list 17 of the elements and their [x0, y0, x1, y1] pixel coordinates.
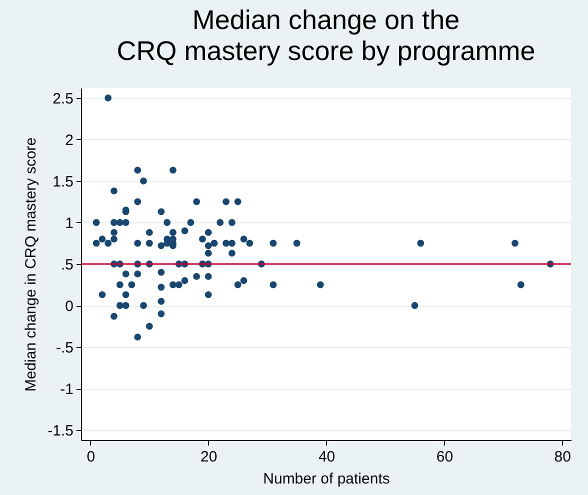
y-tick-label: 2.5	[52, 90, 74, 108]
y-tick-label: -1.5	[48, 422, 74, 440]
y-tick-label: 1.5	[52, 173, 74, 190]
x-tick-label: 40	[318, 448, 336, 466]
x-tick-label: 20	[200, 448, 218, 466]
x-tick-label: 0	[86, 448, 96, 466]
y-tick-label: 0	[65, 298, 74, 316]
y-tick-label: -.5	[56, 340, 74, 357]
y-tick-label: 2	[65, 132, 74, 149]
chart-title: Median change on the CRQ mastery score by programme	[116, 5, 536, 66]
x-tick-label: 80	[554, 448, 571, 466]
x-axis-title: Number of patients	[263, 470, 390, 488]
y-tick-label: 1	[65, 214, 74, 232]
y-axis-title: Median change in CRQ mastery score	[22, 137, 40, 392]
x-tick-label: 60	[436, 448, 454, 466]
y-tick-label: .5	[60, 256, 74, 274]
y-tick-label: -1	[60, 381, 74, 398]
